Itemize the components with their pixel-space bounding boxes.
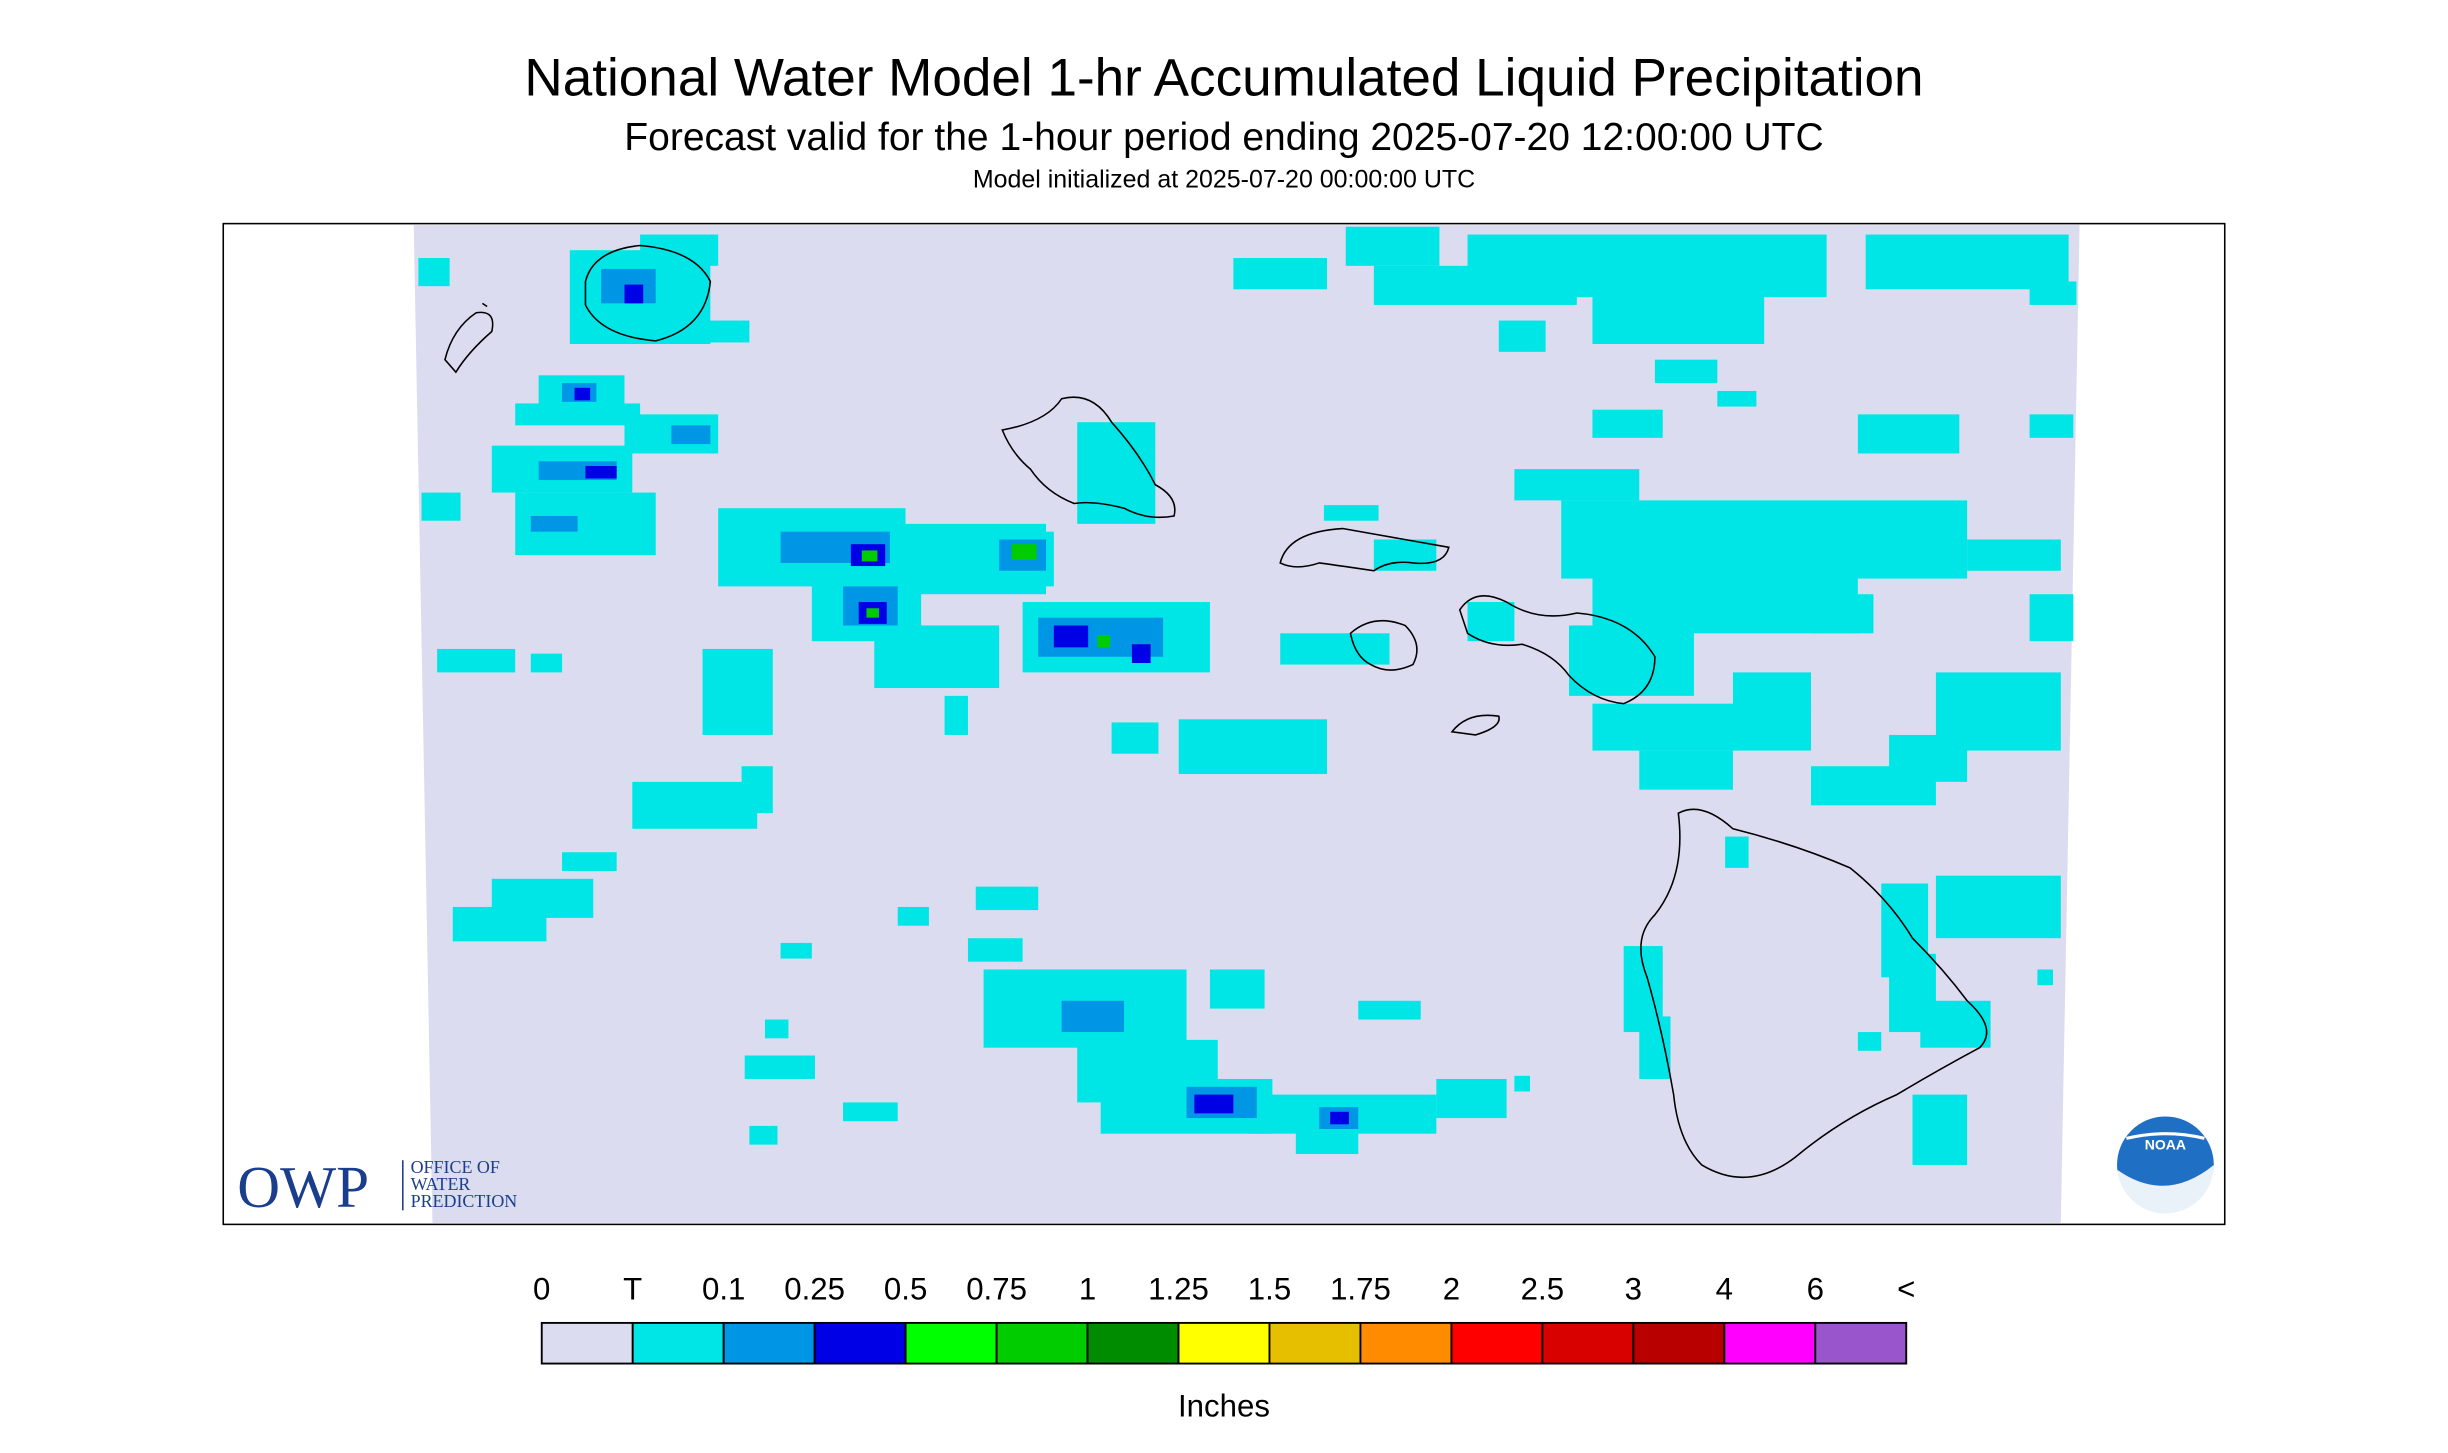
legend-swatch — [1632, 1321, 1726, 1365]
legend-swatch — [540, 1321, 634, 1365]
legend-swatch — [1450, 1321, 1544, 1365]
noaa-logo: NOAA — [2117, 1116, 2214, 1216]
legend-label: 0.5 — [884, 1271, 927, 1306]
legend-label: 2.5 — [1521, 1271, 1564, 1306]
init-time: Model initialized at 2025-07-20 00:00:00… — [973, 166, 1475, 194]
legend-label: 4 — [1716, 1271, 1733, 1306]
legend-swatch — [904, 1321, 998, 1365]
precip-green — [861, 544, 1111, 648]
legend-label: 6 — [1807, 1271, 1824, 1306]
owp-line: WATER — [411, 1174, 471, 1194]
legend-label: 0.75 — [966, 1271, 1027, 1306]
legend-label: 0 — [533, 1271, 550, 1306]
legend-label: < — [1897, 1271, 1915, 1306]
legend-swatch — [995, 1321, 1089, 1365]
legend-swatch — [631, 1321, 725, 1365]
legend-label: 0.1 — [702, 1271, 745, 1306]
owp-line: PREDICTION — [411, 1191, 518, 1211]
owp-line: OFFICE OF — [411, 1157, 500, 1177]
legend-swatch — [1177, 1321, 1271, 1365]
legend-swatch — [813, 1321, 907, 1365]
legend-label: 3 — [1625, 1271, 1642, 1306]
noaa-arc — [2126, 1132, 2205, 1140]
legend-swatch — [1723, 1321, 1817, 1365]
legend-swatch — [722, 1321, 816, 1365]
owp-logo: OWP OFFICE OF WATER PREDICTION — [237, 1154, 517, 1220]
legend-label: 1 — [1079, 1271, 1096, 1306]
legend: 0 T 0.1 0.25 0.5 0.75 1 1.25 1.5 1.75 2 2.5 3 4 6 < — [533, 1271, 1915, 1365]
legend-swatch — [1359, 1321, 1453, 1365]
legend-swatch — [1814, 1321, 1908, 1365]
legend-unit: Inches — [1178, 1389, 1270, 1424]
legend-label: 0.25 — [784, 1271, 845, 1306]
legend-swatch — [1268, 1321, 1362, 1365]
legend-swatch — [1541, 1321, 1635, 1365]
legend-label: 1.5 — [1248, 1271, 1291, 1306]
legend-swatch — [1086, 1321, 1180, 1365]
legend-label: T — [623, 1271, 642, 1306]
owp-wordmark: OWP — [237, 1154, 369, 1220]
noaa-wave — [2117, 1164, 2214, 1216]
noaa-text: NOAA — [2145, 1136, 2186, 1152]
title: National Water Model 1-hr Accumulated Li… — [524, 48, 1923, 107]
subtitle: Forecast valid for the 1-hour period end… — [624, 116, 1823, 159]
legend-label: 1.25 — [1148, 1271, 1209, 1306]
legend-label: 1.75 — [1330, 1271, 1391, 1306]
coastlines — [444, 244, 1988, 1179]
legend-label: 2 — [1443, 1271, 1460, 1306]
